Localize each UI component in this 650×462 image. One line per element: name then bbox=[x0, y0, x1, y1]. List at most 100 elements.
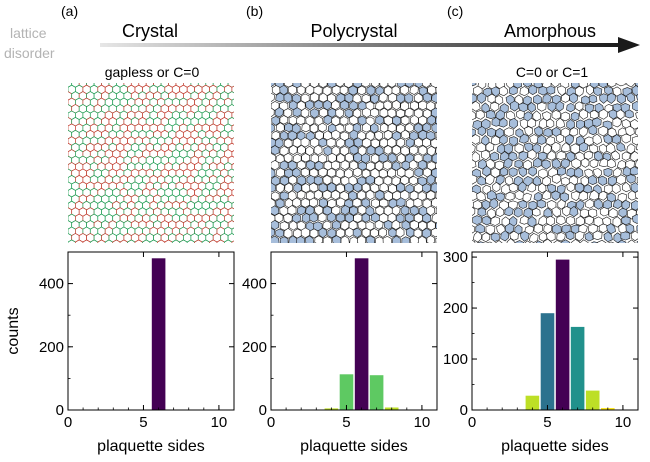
lattice-plaquette bbox=[546, 183, 557, 194]
lattice-plaquette bbox=[236, 182, 243, 191]
lattice-plaquette bbox=[314, 99, 323, 110]
lattice-plaquette bbox=[331, 220, 341, 230]
lattice-plaquette bbox=[361, 182, 371, 193]
lattice-plaquette bbox=[309, 212, 319, 223]
lattice-plaquette bbox=[370, 138, 380, 149]
lattice-plaquette bbox=[472, 174, 478, 185]
lattice-plaquette bbox=[300, 93, 310, 103]
lattice-plaquette bbox=[500, 230, 510, 242]
lattice-plaquette bbox=[75, 239, 84, 243]
lattice-plaquette bbox=[589, 159, 599, 169]
lattice-plaquette bbox=[340, 160, 350, 171]
lattice-plaquette bbox=[365, 161, 376, 172]
lattice-plaquette bbox=[555, 100, 565, 112]
lattice-plaquette bbox=[551, 141, 561, 153]
lattice-plaquette bbox=[335, 138, 345, 148]
lattice-plaquette bbox=[622, 182, 631, 193]
lattice-plaquette bbox=[409, 85, 419, 95]
x-tick-label: 10 bbox=[414, 414, 431, 431]
lattice-plaquette bbox=[365, 189, 375, 200]
lattice-plaquette bbox=[417, 191, 427, 201]
lattice-plaquette bbox=[435, 117, 437, 125]
lattice-plaquette bbox=[476, 241, 486, 243]
lattice-plaquette bbox=[348, 85, 358, 96]
lattice-plaquette bbox=[440, 94, 448, 103]
bar-8-sides bbox=[585, 390, 600, 410]
lattice-plaquette bbox=[309, 228, 319, 239]
lattice-plaquette bbox=[353, 213, 363, 223]
lattice-plaquette bbox=[498, 85, 508, 97]
lattice-plaquette bbox=[344, 182, 354, 193]
lattice-plaquette bbox=[370, 198, 380, 209]
lattice-plaquette bbox=[284, 122, 294, 133]
lattice-plaquette bbox=[422, 108, 432, 119]
lattice-plaquette bbox=[392, 235, 401, 243]
lattice-plaquette bbox=[236, 117, 243, 126]
lattice-polycrystal-image bbox=[271, 83, 448, 243]
y-tick-label: 0 bbox=[56, 402, 64, 419]
lattice-plaquette bbox=[422, 213, 432, 224]
lattice-plaquette bbox=[309, 92, 320, 103]
lattice-plaquette bbox=[494, 160, 505, 171]
lattice-plaquette bbox=[296, 236, 306, 243]
lattice-plaquette bbox=[439, 137, 447, 147]
lattice-plaquette bbox=[527, 102, 536, 113]
lattice-plaquette bbox=[327, 167, 337, 178]
lattice-plaquette bbox=[631, 101, 638, 112]
lattice-plaquette bbox=[533, 223, 543, 234]
lattice-plaquette bbox=[344, 108, 353, 119]
lattice-plaquette bbox=[588, 175, 598, 186]
lattice-plaquette bbox=[642, 151, 650, 161]
lattice-plaquette bbox=[495, 109, 506, 121]
lattice-plaquette bbox=[365, 175, 375, 185]
lattice-plaquette bbox=[472, 240, 476, 243]
lattice-plaquette bbox=[392, 144, 401, 156]
lattice-plaquette bbox=[574, 167, 584, 179]
lattice-plaquette bbox=[349, 236, 359, 243]
lattice-plaquette bbox=[519, 231, 530, 242]
lattice-plaquette bbox=[615, 174, 626, 185]
lattice-plaquette bbox=[271, 92, 275, 102]
lattice-plaquette bbox=[557, 167, 567, 176]
lattice-plaquette bbox=[635, 128, 638, 136]
y-tick-label: 200 bbox=[39, 339, 64, 356]
lattice-plaquette bbox=[515, 128, 524, 138]
lattice-plaquette bbox=[379, 122, 389, 133]
lattice-plaquette bbox=[236, 79, 243, 88]
lattice-plaquette bbox=[287, 85, 297, 96]
lattice-plaquette bbox=[68, 239, 76, 243]
lattice-plaquette bbox=[365, 205, 375, 217]
lattice-plaquette bbox=[97, 239, 106, 243]
lattice-plaquette bbox=[318, 83, 328, 88]
lattice-plaquette bbox=[536, 134, 547, 145]
lattice-plaquette bbox=[409, 220, 419, 231]
lattice-plaquette bbox=[537, 151, 548, 161]
lattice-plaquette bbox=[641, 217, 650, 226]
lattice-plaquette bbox=[538, 182, 547, 194]
lattice-plaquette bbox=[426, 205, 436, 216]
lattice-plaquette bbox=[283, 138, 293, 149]
lattice-plaquette bbox=[370, 122, 379, 134]
lattice-plaquette bbox=[535, 240, 543, 243]
lattice-plaquette bbox=[472, 93, 477, 103]
lattice-plaquette bbox=[149, 239, 158, 243]
lattice-plaquette bbox=[565, 151, 576, 162]
lattice-plaquette bbox=[405, 122, 414, 133]
lattice-plaquette bbox=[404, 168, 414, 179]
lattice-plaquette bbox=[494, 95, 504, 105]
lattice-plaquette bbox=[629, 119, 638, 130]
lattice-plaquette bbox=[349, 100, 358, 111]
lattice-plaquette bbox=[597, 239, 607, 243]
lattice-plaquette bbox=[620, 231, 631, 241]
x-axis-label: plaquette sides bbox=[97, 438, 205, 455]
lattice-plaquette bbox=[396, 108, 405, 119]
lattice-plaquette bbox=[275, 228, 285, 238]
lattice-plaquette bbox=[626, 92, 636, 104]
lattice-plaquette bbox=[361, 83, 371, 88]
lattice-plaquette bbox=[578, 83, 588, 89]
lattice-plaquette bbox=[336, 183, 345, 194]
lattice-plaquette bbox=[357, 205, 367, 215]
lattice-plaquette bbox=[231, 124, 234, 132]
lattice-plaquette bbox=[598, 190, 608, 201]
lattice-plaquette bbox=[400, 129, 410, 140]
